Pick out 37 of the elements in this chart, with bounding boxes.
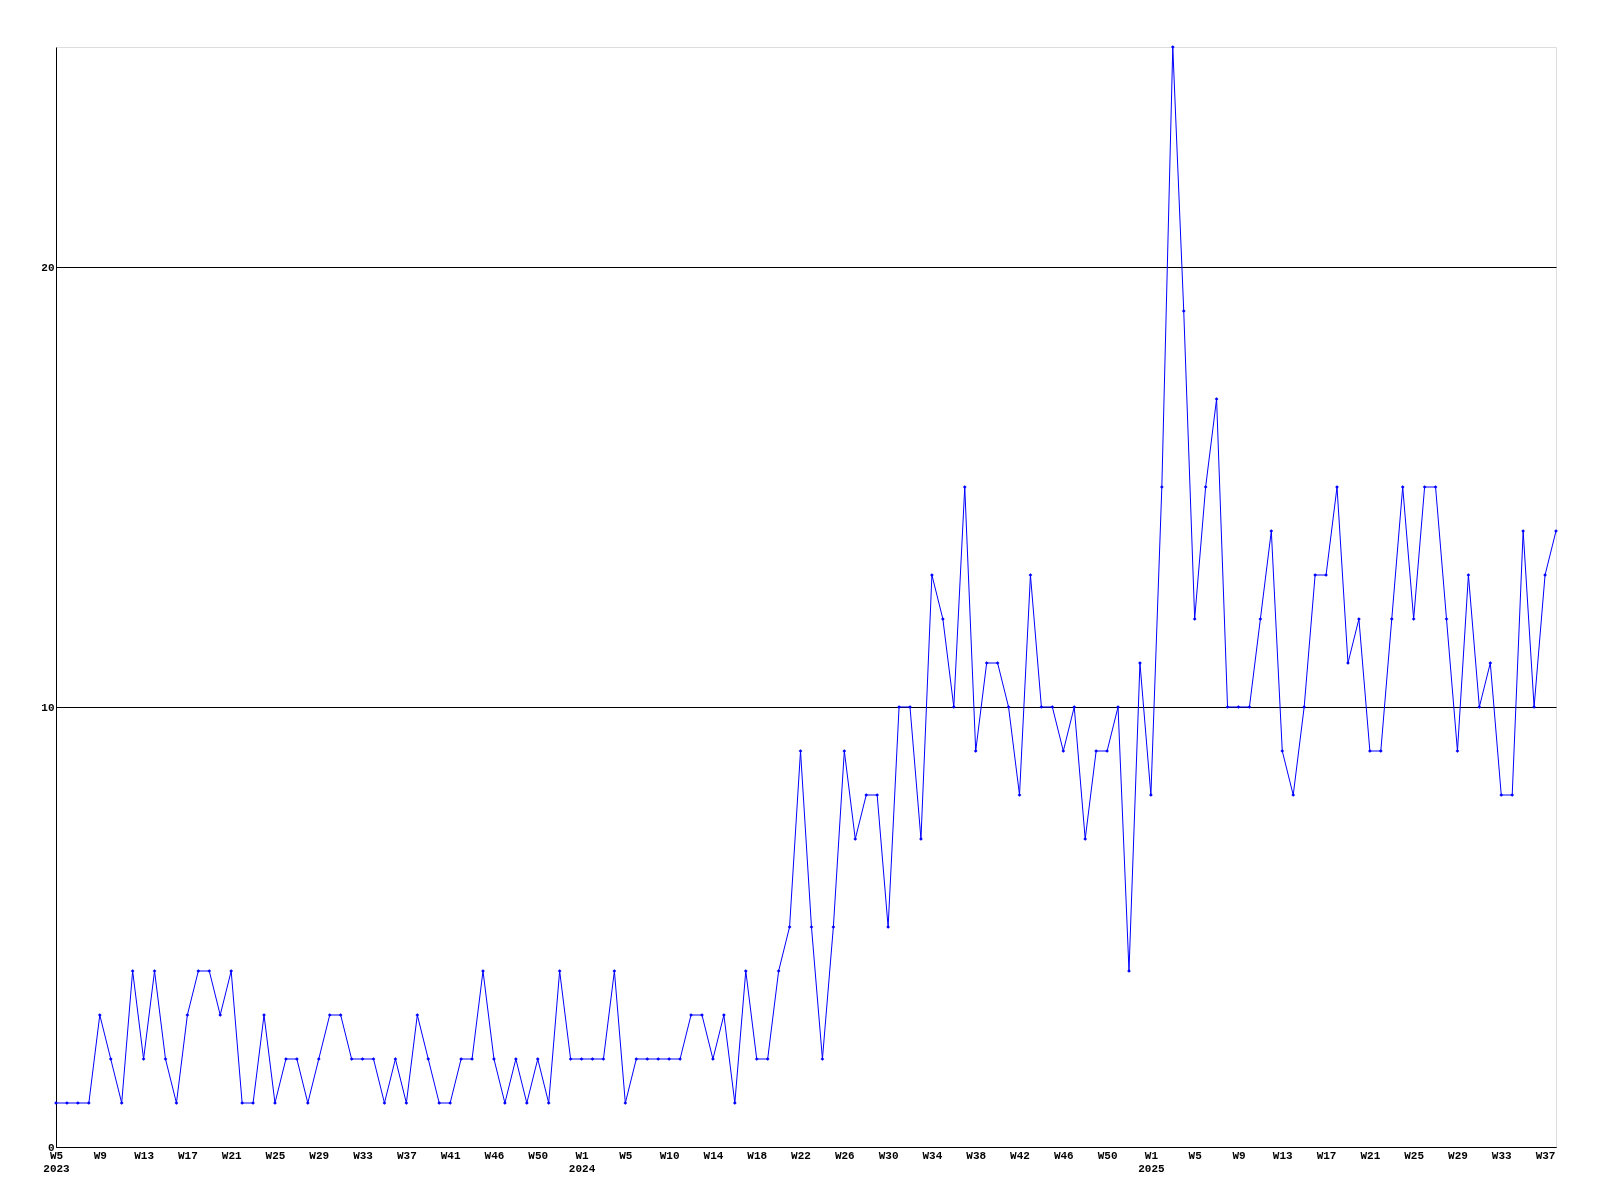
x-tick-label: W41 bbox=[440, 1149, 461, 1162]
x-tick-label: W21 bbox=[1360, 1149, 1381, 1162]
x-tick-label: W29 bbox=[1448, 1149, 1468, 1162]
x-tick-label: W50 bbox=[528, 1149, 549, 1162]
x-tick-label: W1 2024 bbox=[568, 1149, 596, 1175]
x-tick-label: W9 bbox=[1232, 1149, 1246, 1162]
x-tick-label: W17 bbox=[177, 1149, 198, 1162]
x-tick-label: W37 bbox=[1535, 1149, 1556, 1162]
x-tick-label: W46 bbox=[1053, 1149, 1074, 1162]
x-tick-label: W46 bbox=[484, 1149, 505, 1162]
x-tick-label: W25 bbox=[1404, 1149, 1425, 1162]
x-tick-label: W17 bbox=[1316, 1149, 1337, 1162]
x-tick-label: W9 bbox=[93, 1149, 107, 1162]
x-tick-label: W29 bbox=[309, 1149, 330, 1162]
x-tick-label: W1 2025 bbox=[1138, 1149, 1165, 1175]
x-tick-label: W18 bbox=[747, 1149, 768, 1162]
x-tick-label: W34 bbox=[922, 1149, 943, 1162]
x-tick-label: W33 bbox=[1491, 1149, 1513, 1162]
x-tick-label: W26 bbox=[834, 1149, 855, 1162]
x-tick-label: W10 bbox=[659, 1149, 680, 1162]
x-tick-label: W33 bbox=[353, 1149, 374, 1162]
y-tick-label: 20 bbox=[41, 261, 55, 274]
x-tick-label: W13 bbox=[134, 1149, 155, 1162]
x-tick-label: W25 bbox=[265, 1149, 286, 1162]
x-tick-label: W50 bbox=[1097, 1149, 1118, 1162]
x-tick-label: W13 bbox=[1272, 1149, 1294, 1162]
x-tick-label: W42 bbox=[1010, 1149, 1030, 1162]
x-tick-label: W22 bbox=[791, 1149, 811, 1162]
y-tick-label: 10 bbox=[41, 701, 55, 714]
x-tick-label: W5 bbox=[1188, 1149, 1203, 1162]
x-tick-label: W30 bbox=[878, 1149, 899, 1162]
x-tick-label: W38 bbox=[966, 1149, 987, 1162]
x-tick-label: W37 bbox=[396, 1149, 417, 1162]
x-tick-label: W21 bbox=[221, 1149, 242, 1162]
x-tick-label: W5 bbox=[619, 1149, 633, 1162]
x-tick-label: W5 2023 bbox=[43, 1149, 71, 1175]
x-tick-label: W14 bbox=[703, 1149, 724, 1162]
